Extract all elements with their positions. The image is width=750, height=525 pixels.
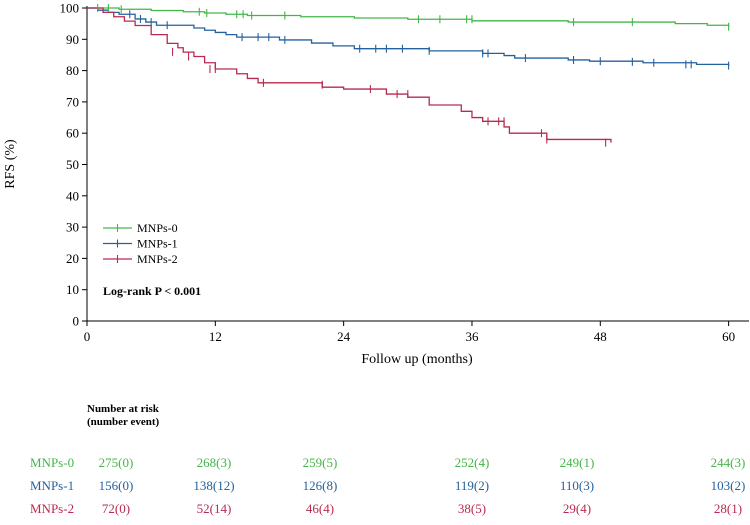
risk-value: 72(0) <box>102 501 130 516</box>
y-tick-label: 70 <box>66 94 79 109</box>
y-tick-label: 0 <box>73 314 80 329</box>
survival-curve-mnps-0 <box>87 7 730 27</box>
risk-value: 275(0) <box>99 455 134 470</box>
y-tick-label: 40 <box>66 188 79 203</box>
y-tick-label: 80 <box>66 63 79 78</box>
risk-value: 249(1) <box>560 455 595 470</box>
risk-row-label: MNPs-2 <box>30 501 74 516</box>
risk-table: Number at risk (number event) MNPs-0 275(… <box>30 403 745 516</box>
x-tick-label: 60 <box>722 329 735 344</box>
y-tick-label: 30 <box>66 220 79 235</box>
risk-value: 29(4) <box>563 501 591 516</box>
legend-label: MNPs-1 <box>137 237 178 251</box>
risk-value: 52(14) <box>197 501 232 516</box>
y-tick-label: 90 <box>66 32 79 47</box>
x-tick-label: 24 <box>337 329 351 344</box>
risk-value: 46(4) <box>306 501 334 516</box>
y-tick-label: 50 <box>66 157 79 172</box>
y-tick-label: 20 <box>66 251 79 266</box>
y-tick-label: 100 <box>60 1 80 16</box>
risk-table-header-line1: Number at risk <box>87 403 160 415</box>
legend-label: MNPs-0 <box>137 221 178 235</box>
risk-value: 259(5) <box>303 455 338 470</box>
risk-value: 138(12) <box>193 478 234 493</box>
risk-value: 252(4) <box>455 455 490 470</box>
survival-curve-mnps-2 <box>87 7 612 143</box>
x-tick-label: 36 <box>465 329 479 344</box>
censor-marks <box>97 4 730 147</box>
x-tick-label: 48 <box>594 329 607 344</box>
risk-row-label: MNPs-0 <box>30 455 74 470</box>
x-tick-label: 0 <box>84 329 91 344</box>
risk-value: 28(1) <box>714 501 742 516</box>
axes: 0 10 20 30 40 50 60 70 80 90 100 0 12 24 36 48 60 <box>60 1 749 344</box>
survival-curve-mnps-1 <box>87 7 730 66</box>
risk-row-label: MNPs-1 <box>30 478 74 493</box>
y-axis-label: RFS (%) <box>3 139 18 189</box>
log-rank-annotation: Log-rank P < 0.001 <box>103 284 201 298</box>
risk-value: 103(2) <box>711 478 746 493</box>
y-tick-label: 60 <box>66 126 79 141</box>
risk-value: 126(8) <box>303 478 338 493</box>
risk-table-header-line2: (number event) <box>87 416 160 428</box>
x-axis-label: Follow up (months) <box>361 352 473 367</box>
risk-value: 268(3) <box>197 455 232 470</box>
legend-label: MNPs-2 <box>137 252 178 266</box>
risk-value: 119(2) <box>455 478 489 493</box>
x-tick-label: 12 <box>209 329 222 344</box>
risk-value: 156(0) <box>99 478 134 493</box>
survival-curves <box>87 7 730 143</box>
risk-value: 244(3) <box>711 455 746 470</box>
risk-value: 38(5) <box>458 501 486 516</box>
risk-value: 110(3) <box>560 478 594 493</box>
y-tick-label: 10 <box>66 282 79 297</box>
